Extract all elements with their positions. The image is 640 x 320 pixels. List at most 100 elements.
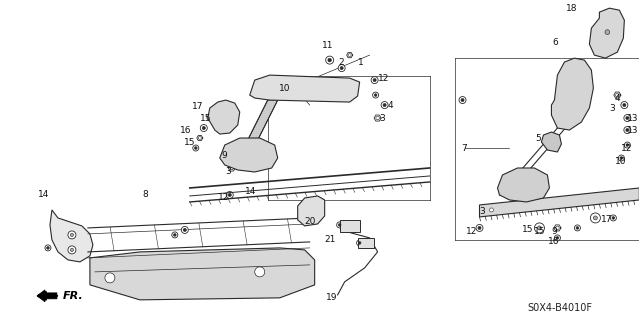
Polygon shape bbox=[497, 168, 549, 202]
Text: 20: 20 bbox=[304, 217, 316, 227]
Text: 3: 3 bbox=[380, 114, 385, 123]
Circle shape bbox=[618, 155, 625, 161]
Text: 12: 12 bbox=[466, 228, 477, 236]
Circle shape bbox=[602, 26, 613, 38]
Circle shape bbox=[625, 142, 630, 148]
Text: 13: 13 bbox=[627, 114, 639, 123]
Circle shape bbox=[208, 116, 211, 120]
Circle shape bbox=[68, 246, 76, 254]
Circle shape bbox=[217, 111, 231, 125]
Circle shape bbox=[623, 103, 626, 107]
Text: 15: 15 bbox=[200, 114, 212, 123]
Circle shape bbox=[326, 56, 333, 64]
Text: 9: 9 bbox=[552, 228, 557, 236]
Text: 3: 3 bbox=[226, 167, 232, 177]
Polygon shape bbox=[37, 290, 57, 302]
Circle shape bbox=[255, 267, 265, 277]
Circle shape bbox=[512, 183, 517, 188]
Text: 10: 10 bbox=[616, 157, 627, 166]
Circle shape bbox=[337, 222, 342, 228]
Circle shape bbox=[70, 233, 74, 236]
Circle shape bbox=[624, 115, 631, 122]
Text: FR.: FR. bbox=[63, 291, 84, 301]
Polygon shape bbox=[208, 100, 240, 134]
Circle shape bbox=[525, 177, 538, 189]
Circle shape bbox=[328, 58, 332, 62]
Text: 5: 5 bbox=[536, 133, 541, 142]
Circle shape bbox=[356, 240, 363, 246]
Circle shape bbox=[611, 215, 616, 221]
FancyBboxPatch shape bbox=[340, 220, 360, 232]
Circle shape bbox=[556, 226, 559, 230]
Circle shape bbox=[371, 76, 378, 84]
Text: 17: 17 bbox=[192, 101, 204, 110]
Circle shape bbox=[47, 247, 49, 249]
Circle shape bbox=[376, 116, 380, 120]
Circle shape bbox=[105, 273, 115, 283]
Circle shape bbox=[226, 150, 229, 154]
Circle shape bbox=[534, 223, 545, 233]
Circle shape bbox=[224, 148, 231, 156]
Text: 19: 19 bbox=[326, 293, 337, 302]
Circle shape bbox=[181, 227, 188, 233]
Circle shape bbox=[372, 92, 379, 98]
Circle shape bbox=[338, 65, 345, 72]
Text: 2: 2 bbox=[339, 58, 344, 67]
Polygon shape bbox=[250, 75, 360, 102]
Circle shape bbox=[198, 137, 202, 140]
Circle shape bbox=[508, 179, 520, 191]
Circle shape bbox=[294, 86, 298, 90]
Text: 17: 17 bbox=[602, 215, 613, 224]
Text: 11: 11 bbox=[322, 41, 333, 50]
Text: 8: 8 bbox=[142, 190, 148, 199]
Circle shape bbox=[173, 234, 176, 236]
Circle shape bbox=[566, 103, 577, 113]
Circle shape bbox=[202, 126, 205, 130]
Polygon shape bbox=[50, 210, 93, 262]
Circle shape bbox=[570, 84, 577, 92]
Circle shape bbox=[538, 226, 541, 230]
Circle shape bbox=[200, 124, 207, 132]
Text: 12: 12 bbox=[621, 143, 633, 153]
Text: 6: 6 bbox=[552, 38, 558, 47]
Circle shape bbox=[593, 216, 597, 220]
Text: 12: 12 bbox=[378, 74, 389, 83]
Circle shape bbox=[373, 78, 376, 82]
Circle shape bbox=[340, 67, 343, 70]
Circle shape bbox=[348, 54, 351, 57]
Circle shape bbox=[228, 193, 231, 196]
Text: 1: 1 bbox=[358, 58, 364, 67]
Circle shape bbox=[626, 144, 628, 146]
Circle shape bbox=[620, 157, 623, 159]
Circle shape bbox=[624, 126, 631, 133]
Circle shape bbox=[193, 145, 199, 151]
Circle shape bbox=[478, 226, 481, 229]
Circle shape bbox=[570, 106, 573, 110]
Text: 21: 21 bbox=[324, 236, 335, 244]
Circle shape bbox=[236, 153, 240, 157]
Circle shape bbox=[575, 225, 580, 231]
Circle shape bbox=[183, 228, 186, 231]
Circle shape bbox=[70, 248, 74, 252]
Text: 3: 3 bbox=[609, 104, 615, 113]
Text: 14: 14 bbox=[244, 188, 256, 196]
Circle shape bbox=[232, 149, 244, 161]
Circle shape bbox=[374, 94, 377, 96]
Circle shape bbox=[459, 97, 466, 104]
Circle shape bbox=[621, 101, 628, 108]
Circle shape bbox=[195, 147, 197, 149]
Circle shape bbox=[221, 115, 227, 121]
Circle shape bbox=[227, 191, 233, 198]
Polygon shape bbox=[248, 100, 278, 140]
Text: 15: 15 bbox=[534, 228, 546, 236]
Circle shape bbox=[358, 242, 361, 244]
Text: 7: 7 bbox=[461, 143, 467, 153]
Text: 15: 15 bbox=[522, 225, 533, 235]
Circle shape bbox=[529, 180, 534, 185]
FancyBboxPatch shape bbox=[358, 238, 374, 248]
Circle shape bbox=[490, 208, 493, 212]
Text: 12: 12 bbox=[218, 194, 230, 203]
Text: 4: 4 bbox=[388, 100, 393, 109]
Circle shape bbox=[616, 93, 619, 97]
Text: 18: 18 bbox=[566, 4, 577, 13]
